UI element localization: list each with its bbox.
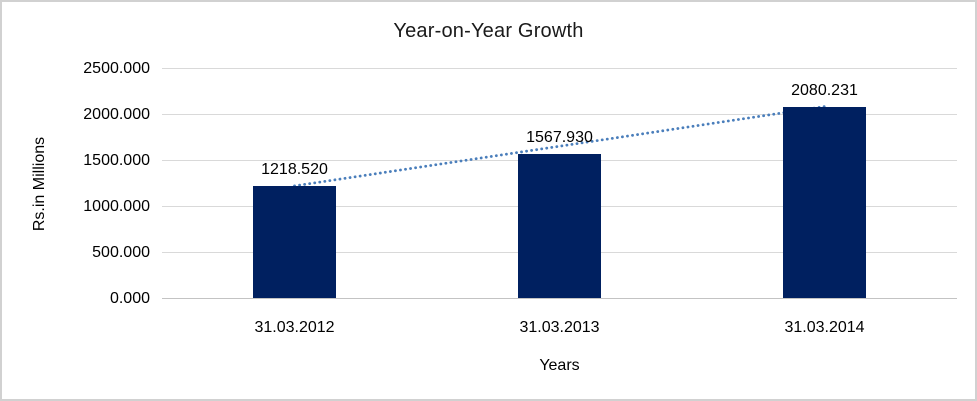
x-axis-line: [162, 298, 957, 299]
gridline: [162, 114, 957, 115]
y-tick-label: 0.000: [109, 290, 150, 307]
bar-31.03.2014: [783, 106, 866, 298]
y-tick-label: 1500.000: [83, 152, 150, 169]
plot-area: 1218.520 1567.930 2080.231: [162, 68, 957, 299]
y-tick-label: 2000.000: [83, 106, 150, 123]
y-tick-label: 1000.000: [83, 198, 150, 215]
data-label-31.03.2013: 1567.930: [526, 128, 593, 146]
x-axis-title: Years: [539, 357, 580, 374]
data-label-31.03.2014: 2080.231: [791, 81, 858, 99]
x-category-label: 31.03.2012: [254, 319, 335, 336]
x-category-label: 31.03.2014: [784, 319, 865, 336]
gridline: [162, 68, 957, 69]
x-category-label: 31.03.2013: [519, 319, 600, 336]
bar-31.03.2012: [253, 185, 336, 298]
chart-title: Year-on-Year Growth: [393, 20, 584, 42]
data-label-31.03.2012: 1218.520: [261, 160, 328, 178]
y-tick-label: 500.000: [92, 244, 150, 261]
bar-31.03.2013: [518, 153, 601, 298]
y-tick-label: 2500.000: [83, 60, 150, 77]
